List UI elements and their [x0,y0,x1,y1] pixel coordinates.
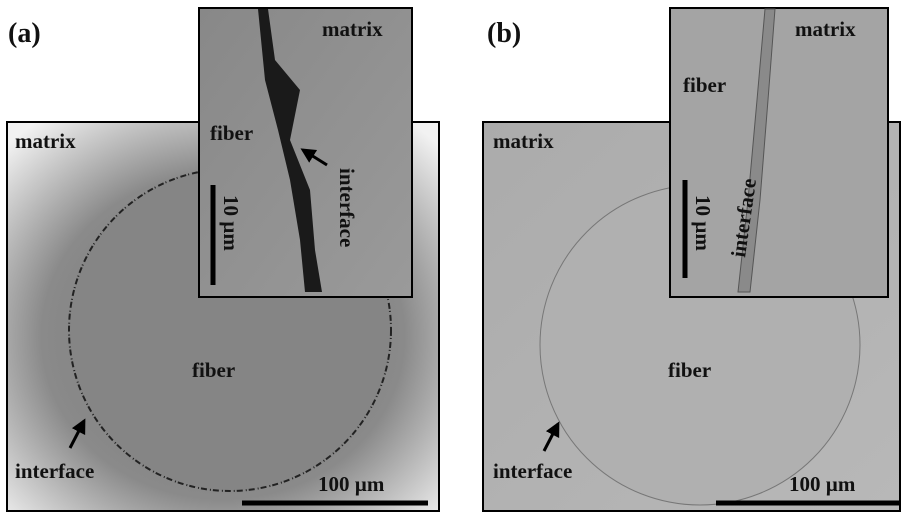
fiber-label: fiber [192,358,235,382]
inset-fiber: fiber [683,73,726,97]
matrix-label: matrix [15,129,76,153]
fiber-label: fiber [668,358,711,382]
figure: (a) matrix fiber interface 100 µm matrix… [0,0,901,515]
panel-b: (b) matrix fiber interface 100 µm matrix… [483,8,900,511]
inset-fiber: fiber [210,121,253,145]
inset-interface: interface [335,168,359,247]
scale-label: 100 µm [318,472,385,496]
interface-label: interface [493,459,572,483]
panel-label: (a) [8,18,41,49]
interface-label: interface [15,459,94,483]
inset-scale-label: 10 µm [219,195,243,251]
inset-scale-label: 10 µm [691,195,715,251]
panel-label: (b) [487,18,521,49]
scale-label: 100 µm [789,472,856,496]
inset-matrix: matrix [795,17,856,41]
matrix-label: matrix [493,129,554,153]
panel-a: (a) matrix fiber interface 100 µm matrix… [7,8,439,511]
inset [670,8,888,297]
inset-matrix: matrix [322,17,383,41]
